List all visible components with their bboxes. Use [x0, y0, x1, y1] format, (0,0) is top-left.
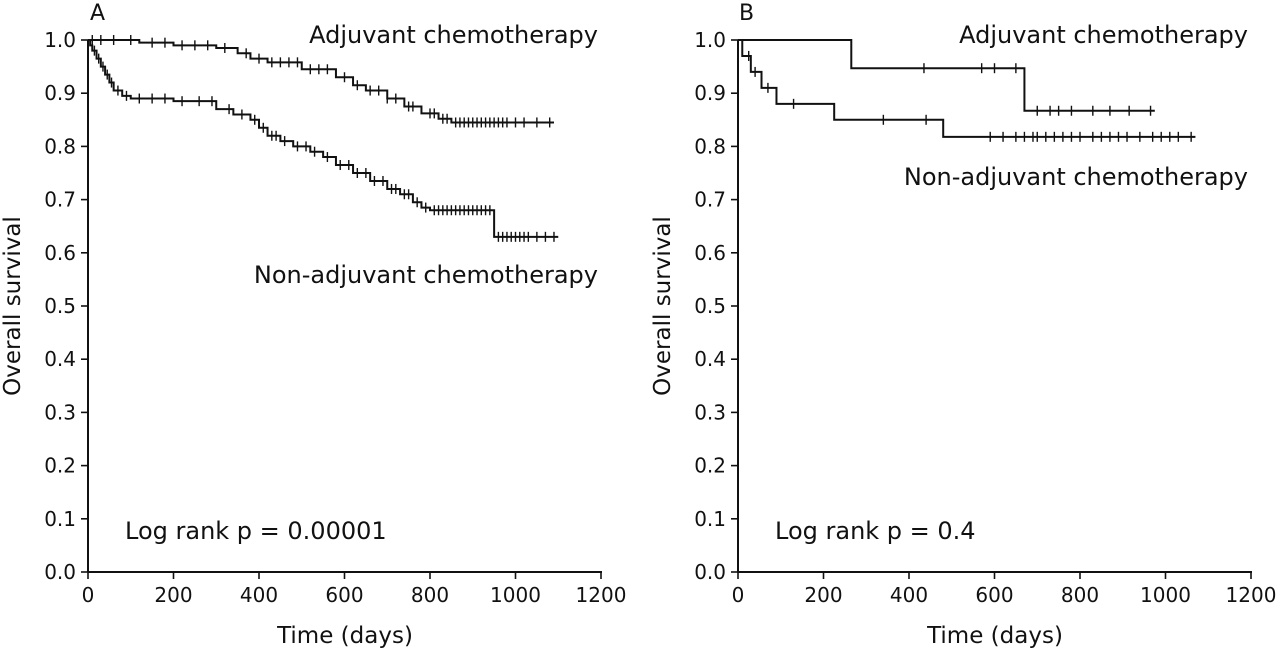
panel-b-letter: B: [739, 1, 754, 26]
panel-a-x-tick-label: 800: [411, 583, 449, 607]
panel-b-x-ticks: 0 200 400 600 800 1000 1200: [732, 572, 1277, 607]
panel-b-curves: [738, 39, 1196, 142]
panel-a-y-tick-label: 0.4: [44, 347, 76, 371]
panel-a-x-tick-label: 400: [240, 583, 278, 607]
panel-a-y-tick-label: 0.1: [44, 507, 76, 531]
panel-b-y-tick-label: 0.9: [694, 81, 726, 105]
panel-b-y-ticks: 0.0 0.1 0.2 0.3 0.4 0.5 0.6 0.7 0.8 0.9 1.0: [694, 28, 738, 584]
panel-a-y-tick-label: 0.5: [44, 294, 76, 318]
panel-a-y-tick-label: 0.6: [44, 241, 76, 265]
panel-b-y-tick-label: 0.1: [694, 507, 726, 531]
panel-b-log-rank: Log rank p = 0.4: [775, 517, 976, 545]
panel-a-x-tick-label: 0: [82, 583, 95, 607]
panel-b-y-tick-label: 0.4: [694, 347, 726, 371]
panel-a-axes: [87, 40, 602, 573]
panel-a-x-ticks: 0 200 400 600 800 1000 1200: [82, 572, 627, 607]
panel-a-letter: A: [90, 1, 105, 26]
panel-b-y-tick-label: 0.0: [694, 560, 726, 584]
panel-a-x-tick-label: 1000: [490, 583, 541, 607]
panel-a-y-tick-label: 0.0: [44, 560, 76, 584]
panel-b-adjuvant-curve: [738, 39, 1155, 112]
panel-b-y-tick-label: 0.7: [694, 188, 726, 212]
panel-b-y-tick-label: 1.0: [694, 28, 726, 52]
panel-a-curves: [88, 35, 559, 242]
panel-a-adjuvant-label: Adjuvant chemotherapy: [309, 21, 598, 49]
panel-b-y-tick-label: 0.5: [694, 294, 726, 318]
panel-b-x-axis-label: Time (days): [926, 623, 1063, 649]
panel-b-y-tick-label: 0.8: [694, 134, 726, 158]
panel-b-x-tick-label: 0: [732, 583, 745, 607]
panel-b-x-tick-label: 800: [1061, 583, 1099, 607]
panel-a-adjuvant-curve: [88, 39, 554, 124]
panel-a-x-tick-label: 600: [325, 583, 363, 607]
panel-b-x-tick-label: 1200: [1226, 583, 1277, 607]
panel-b-y-axis-label: Overall survival: [650, 216, 676, 396]
panel-a-x-tick-label: 1200: [576, 583, 627, 607]
panel-a-y-tick-label: 0.3: [44, 400, 76, 424]
panel-b-non-adjuvant-curve: [738, 39, 1196, 138]
panel-b-x-tick-label: 200: [804, 583, 842, 607]
panel-b-y-tick-label: 0.2: [694, 454, 726, 478]
panel-b-y-tick-label: 0.6: [694, 241, 726, 265]
panel-b-non-adjuvant-label: Non-adjuvant chemotherapy: [904, 163, 1248, 191]
panel-b-y-tick-label: 0.3: [694, 400, 726, 424]
panel-a: A 0.0 0.1 0.2 0.3 0.4 0.5 0.6 0.7 0.8 0.9 1.0 0 200…: [0, 1, 626, 649]
panel-a-y-tick-label: 0.2: [44, 454, 76, 478]
panel-a-y-ticks: 0.0 0.1 0.2 0.3 0.4 0.5 0.6 0.7 0.8 0.9 1.0: [44, 28, 88, 584]
panel-b-adjuvant-label: Adjuvant chemotherapy: [959, 21, 1248, 49]
panel-a-y-tick-label: 1.0: [44, 28, 76, 52]
panel-b-x-tick-label: 1000: [1140, 583, 1191, 607]
panel-b: B 0.0 0.1 0.2 0.3 0.4 0.5 0.6 0.7 0.8 0.9 1.0 0 200…: [650, 1, 1276, 649]
panel-a-y-tick-label: 0.8: [44, 134, 76, 158]
panel-a-y-tick-label: 0.9: [44, 81, 76, 105]
panel-b-x-tick-label: 400: [890, 583, 928, 607]
panel-b-axes: [737, 40, 1252, 573]
panel-a-x-axis-label: Time (days): [276, 623, 413, 649]
panel-b-x-tick-label: 600: [975, 583, 1013, 607]
panel-a-y-tick-label: 0.7: [44, 188, 76, 212]
panel-a-log-rank: Log rank p = 0.00001: [125, 517, 387, 545]
panel-a-non-adjuvant-label: Non-adjuvant chemotherapy: [254, 261, 598, 289]
panel-a-y-axis-label: Overall survival: [0, 216, 26, 396]
panel-a-x-tick-label: 200: [154, 583, 192, 607]
